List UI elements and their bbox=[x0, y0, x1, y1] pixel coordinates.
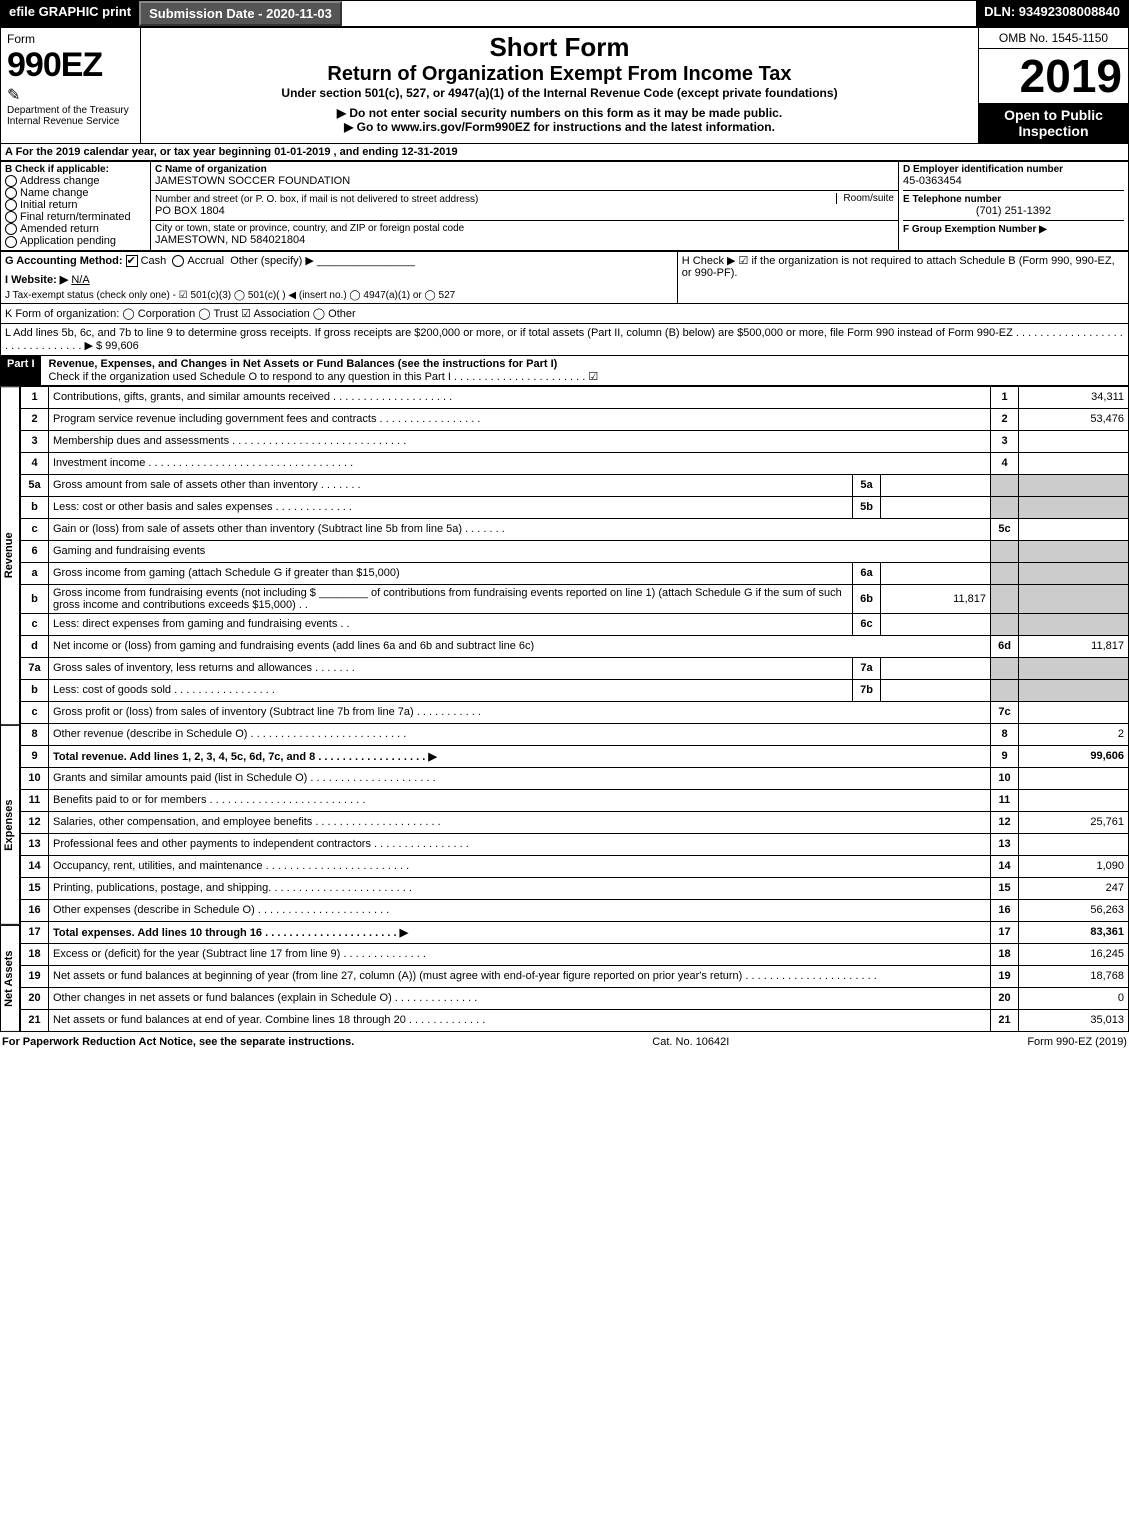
check-final[interactable]: Final return/terminated bbox=[5, 211, 146, 223]
footer-cat: Cat. No. 10642I bbox=[652, 1036, 729, 1048]
line-j: J Tax-exempt status (check only one) - ☑… bbox=[5, 290, 673, 301]
open-public: Open to Public Inspection bbox=[979, 103, 1128, 143]
row-17: 17Total expenses. Add lines 10 through 1… bbox=[21, 921, 1129, 943]
row-3: 3Membership dues and assessments . . . .… bbox=[21, 430, 1129, 452]
row-2: 2Program service revenue including gover… bbox=[21, 408, 1129, 430]
row-11: 11Benefits paid to or for members . . . … bbox=[21, 789, 1129, 811]
short-form-title: Short Form bbox=[147, 32, 972, 63]
warn-ssn: ▶ Do not enter social security numbers o… bbox=[147, 106, 972, 120]
row-19: 19Net assets or fund balances at beginni… bbox=[21, 965, 1129, 987]
dln-label: DLN: 93492308008840 bbox=[976, 1, 1128, 26]
top-bar: efile GRAPHIC print Submission Date - 20… bbox=[0, 0, 1129, 27]
street-label: Number and street (or P. O. box, if mail… bbox=[155, 194, 478, 205]
row-12: 12Salaries, other compensation, and empl… bbox=[21, 811, 1129, 833]
line-k: K Form of organization: ◯ Corporation ◯ … bbox=[0, 304, 1129, 324]
row-5c: cGain or (loss) from sale of assets othe… bbox=[21, 518, 1129, 540]
row-4: 4Investment income . . . . . . . . . . .… bbox=[21, 452, 1129, 474]
website-value: N/A bbox=[71, 274, 89, 286]
expenses-side-label: Expenses bbox=[0, 725, 20, 925]
row-6b: bGross income from fundraising events (n… bbox=[21, 584, 1129, 613]
row-6a: aGross income from gaming (attach Schedu… bbox=[21, 562, 1129, 584]
city-value: JAMESTOWN, ND 584021804 bbox=[155, 234, 894, 246]
check-amended[interactable]: Amended return bbox=[5, 223, 146, 235]
footer-form: Form 990-EZ (2019) bbox=[1027, 1036, 1127, 1048]
check-pending[interactable]: Application pending bbox=[5, 235, 146, 247]
part-1-heading: Revenue, Expenses, and Changes in Net As… bbox=[49, 358, 558, 370]
part-1-label: Part I bbox=[1, 356, 41, 385]
submission-date[interactable]: Submission Date - 2020-11-03 bbox=[139, 1, 342, 26]
revenue-side-label: Revenue bbox=[0, 386, 20, 725]
row-5b: bLess: cost or other basis and sales exp… bbox=[21, 496, 1129, 518]
box-b-label: B Check if applicable: bbox=[5, 164, 146, 175]
row-10: 10Grants and similar amounts paid (list … bbox=[21, 767, 1129, 789]
info-table: B Check if applicable: Address change Na… bbox=[0, 161, 1129, 251]
ghij-table: G Accounting Method: Cash Accrual Other … bbox=[0, 251, 1129, 304]
row-6c: cLess: direct expenses from gaming and f… bbox=[21, 613, 1129, 635]
footer: For Paperwork Reduction Act Notice, see … bbox=[0, 1032, 1129, 1052]
check-accrual[interactable] bbox=[172, 255, 184, 267]
city-label: City or town, state or province, country… bbox=[155, 223, 894, 234]
line-a: A For the 2019 calendar year, or tax yea… bbox=[0, 144, 1129, 161]
org-name: JAMESTOWN SOCCER FOUNDATION bbox=[155, 175, 894, 187]
row-21: 21Net assets or fund balances at end of … bbox=[21, 1009, 1129, 1031]
line-g-label: G Accounting Method: bbox=[5, 255, 123, 267]
row-5a: 5aGross amount from sale of assets other… bbox=[21, 474, 1129, 496]
box-f-label: F Group Exemption Number ▶ bbox=[903, 220, 1124, 235]
other-specify: Other (specify) ▶ bbox=[230, 255, 314, 267]
line-i-label: I Website: ▶ bbox=[5, 274, 68, 286]
line-l: L Add lines 5b, 6c, and 7b to line 9 to … bbox=[0, 324, 1129, 356]
row-14: 14Occupancy, rent, utilities, and mainte… bbox=[21, 855, 1129, 877]
warn-link[interactable]: ▶ Go to www.irs.gov/Form990EZ for instru… bbox=[147, 120, 972, 134]
phone: (701) 251-1392 bbox=[903, 205, 1124, 217]
row-9: 9Total revenue. Add lines 1, 2, 3, 4, 5c… bbox=[21, 745, 1129, 767]
row-1: 1Contributions, gifts, grants, and simil… bbox=[21, 386, 1129, 408]
netassets-side-label: Net Assets bbox=[0, 925, 20, 1032]
form-number: 990EZ bbox=[7, 46, 134, 85]
row-16: 16Other expenses (describe in Schedule O… bbox=[21, 899, 1129, 921]
check-name[interactable]: Name change bbox=[5, 187, 146, 199]
ein: 45-0363454 bbox=[903, 175, 1124, 187]
row-6d: dNet income or (loss) from gaming and fu… bbox=[21, 635, 1129, 657]
line-h: H Check ▶ ☑ if the organization is not r… bbox=[677, 251, 1128, 303]
row-7a: 7aGross sales of inventory, less returns… bbox=[21, 657, 1129, 679]
row-7c: cGross profit or (loss) from sales of in… bbox=[21, 701, 1129, 723]
check-cash[interactable] bbox=[126, 255, 138, 267]
irs-label: Internal Revenue Service bbox=[7, 116, 134, 127]
check-address[interactable]: Address change bbox=[5, 175, 146, 187]
efile-label[interactable]: efile GRAPHIC print bbox=[1, 1, 139, 26]
part-1-check: Check if the organization used Schedule … bbox=[49, 371, 599, 383]
tax-year: 2019 bbox=[979, 49, 1128, 103]
form-header-table: Form 990EZ ✎ Department of the Treasury … bbox=[0, 27, 1129, 144]
row-7b: bLess: cost of goods sold . . . . . . . … bbox=[21, 679, 1129, 701]
room-label: Room/suite bbox=[836, 193, 894, 204]
box-c-name-label: C Name of organization bbox=[155, 164, 894, 175]
form-label: Form bbox=[7, 32, 134, 46]
omb-number: OMB No. 1545-1150 bbox=[979, 28, 1128, 49]
street: PO BOX 1804 bbox=[155, 205, 894, 217]
form-title: Return of Organization Exempt From Incom… bbox=[147, 63, 972, 86]
row-15: 15Printing, publications, postage, and s… bbox=[21, 877, 1129, 899]
box-d-label: D Employer identification number bbox=[903, 164, 1124, 175]
row-20: 20Other changes in net assets or fund ba… bbox=[21, 987, 1129, 1009]
lines-table: 1Contributions, gifts, grants, and simil… bbox=[20, 386, 1129, 1032]
footer-left: For Paperwork Reduction Act Notice, see … bbox=[2, 1036, 354, 1048]
dept-label: Department of the Treasury bbox=[7, 105, 134, 116]
box-e-label: E Telephone number bbox=[903, 190, 1124, 205]
check-initial[interactable]: Initial return bbox=[5, 199, 146, 211]
row-6: 6Gaming and fundraising events bbox=[21, 540, 1129, 562]
form-subtitle: Under section 501(c), 527, or 4947(a)(1)… bbox=[147, 86, 972, 100]
row-13: 13Professional fees and other payments t… bbox=[21, 833, 1129, 855]
row-8: 8Other revenue (describe in Schedule O) … bbox=[21, 723, 1129, 745]
row-18: 18Excess or (deficit) for the year (Subt… bbox=[21, 943, 1129, 965]
